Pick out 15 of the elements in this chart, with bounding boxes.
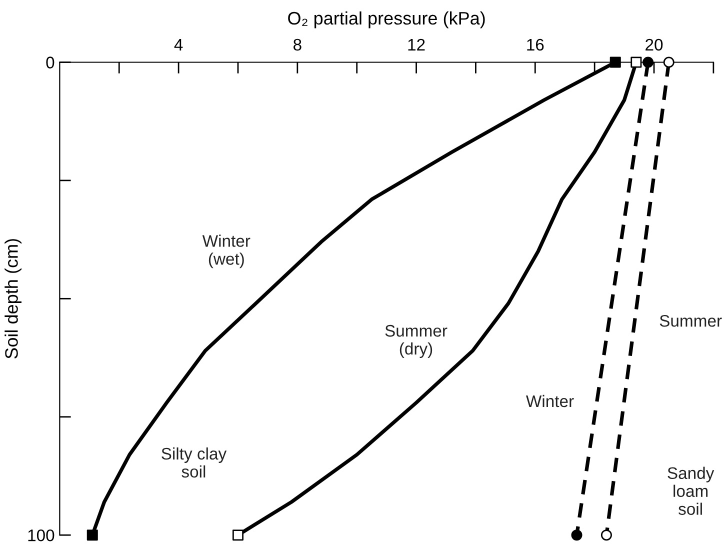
annotation: Summer (dry) (385, 324, 448, 358)
x-tick-label: 4 (174, 38, 183, 50)
y-tick-label: 0 (46, 56, 54, 68)
x-tick-label: 8 (294, 38, 302, 51)
annotation: Sandy loam soil (668, 466, 714, 515)
annotation: Silty clay soil (162, 447, 227, 478)
annotation: Winter (wet) (202, 234, 250, 268)
y-axis-title: Soil depth (cm) (4, 239, 22, 359)
annotation: Winter (526, 394, 574, 408)
x-tick-label: 20 (646, 38, 663, 51)
y-tick-label: 100 (28, 529, 54, 542)
annotation: Summer (660, 314, 722, 327)
x-axis-title: O₂ partial pressure (kPa) (288, 11, 485, 28)
x-tick-label: 16 (527, 38, 544, 51)
x-tick-label: 12 (408, 38, 425, 50)
